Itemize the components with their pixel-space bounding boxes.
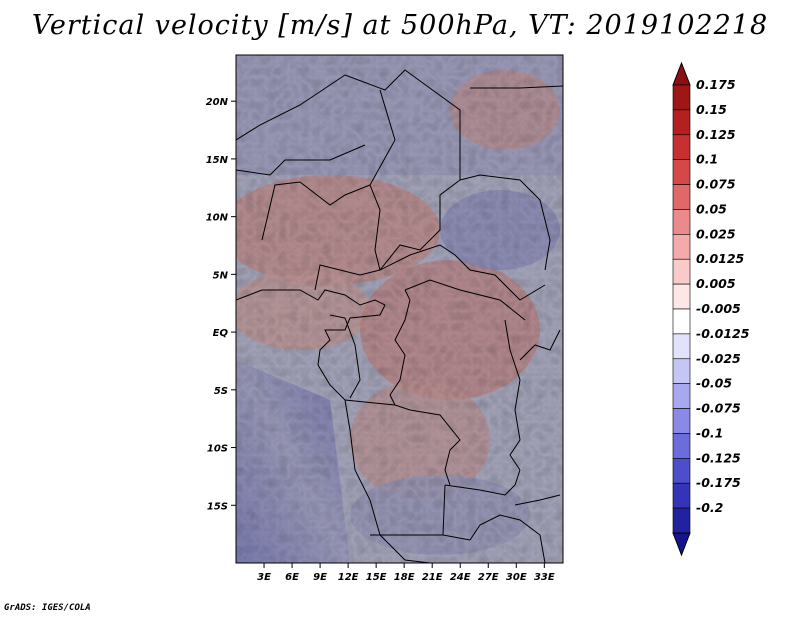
- x-tick-label: 18E: [394, 572, 415, 583]
- y-tick-label: EQ: [213, 328, 229, 339]
- colorbar-label: 0.125: [696, 127, 736, 142]
- colorbar-swatch: [672, 358, 691, 384]
- x-axis: 3E 6E 9E 12E 15E 18E 21E 24E 27E 30E 33E: [257, 563, 555, 583]
- x-tick-label: 3E: [257, 572, 271, 583]
- colorbar-swatch: [672, 433, 691, 459]
- colorbar-swatch: [672, 184, 691, 210]
- colorbar-label: -0.1: [696, 425, 723, 440]
- colorbar-label: 0.15: [696, 102, 727, 117]
- colorbar: 0.175 0.15 0.125 0.1 0.075 0.05 0.025 0.0125 0.0…: [672, 61, 750, 557]
- colorbar-swatch: [672, 159, 691, 185]
- colorbar-swatch: [672, 234, 691, 260]
- colorbar-label: 0.1: [696, 152, 718, 167]
- colorbar-label: 0.075: [696, 177, 736, 192]
- grads-credit: GrADS: IGES/COLA: [4, 603, 91, 613]
- x-tick-label: 30E: [506, 572, 527, 583]
- colorbar-label: 0.025: [696, 226, 736, 241]
- colorbar-swatch: [672, 507, 691, 534]
- y-tick-label: 10N: [206, 213, 229, 224]
- colorbar-label: -0.2: [696, 500, 723, 515]
- colorbar-swatch: [672, 84, 691, 111]
- colorbar-label: -0.175: [696, 475, 741, 490]
- colorbar-swatch: [672, 333, 691, 360]
- colorbar-label: 0.005: [696, 276, 736, 291]
- colorbar-swatch: [672, 109, 691, 136]
- chart-title: Vertical velocity [m/s] at 500hPa, VT: 2…: [31, 10, 769, 41]
- y-tick-label: 10S: [207, 444, 228, 455]
- colorbar-swatch: [672, 258, 691, 285]
- colorbar-label: 0.175: [696, 77, 736, 92]
- y-tick-label: 15S: [207, 501, 228, 512]
- colorbar-label: -0.125: [696, 450, 741, 465]
- x-tick-label: 27E: [478, 572, 499, 583]
- colorbar-swatch: [672, 209, 691, 235]
- colorbar-swatch: [672, 308, 691, 335]
- y-tick-label: 15N: [206, 155, 229, 166]
- x-tick-label: 33E: [534, 572, 555, 583]
- colorbar-swatch: [672, 482, 691, 509]
- colorbar-label: 0.0125: [696, 251, 745, 266]
- y-axis: 20N 15N 10N 5N EQ 5S 10S 15S: [206, 97, 236, 512]
- colorbar-bottom-arrow: [672, 532, 691, 557]
- colorbar-swatch: [672, 383, 691, 409]
- colorbar-label: 0.05: [696, 201, 727, 216]
- y-tick-label: 5N: [213, 270, 229, 281]
- colorbar-swatch: [672, 134, 691, 160]
- colorbar-swatch: [672, 408, 691, 434]
- x-tick-label: 21E: [422, 572, 443, 583]
- colorbar-label: -0.05: [696, 376, 732, 391]
- y-tick-label: 20N: [206, 97, 229, 108]
- y-tick-label: 5S: [214, 386, 228, 397]
- x-tick-label: 12E: [338, 572, 359, 583]
- x-tick-label: 9E: [313, 572, 327, 583]
- colorbar-swatch: [672, 458, 691, 484]
- map-frame: [235, 54, 564, 564]
- x-tick-label: 24E: [450, 572, 471, 583]
- country-borders: [236, 69, 563, 563]
- colorbar-label: -0.075: [696, 401, 741, 416]
- x-tick-label: 15E: [366, 572, 387, 583]
- colorbar-swatch: [672, 283, 691, 310]
- x-tick-label: 6E: [285, 572, 299, 583]
- colorbar-label: -0.005: [696, 301, 741, 316]
- colorbar-top-arrow: [672, 61, 691, 86]
- colorbar-label: -0.0125: [696, 326, 750, 341]
- colorbar-label: -0.025: [696, 351, 741, 366]
